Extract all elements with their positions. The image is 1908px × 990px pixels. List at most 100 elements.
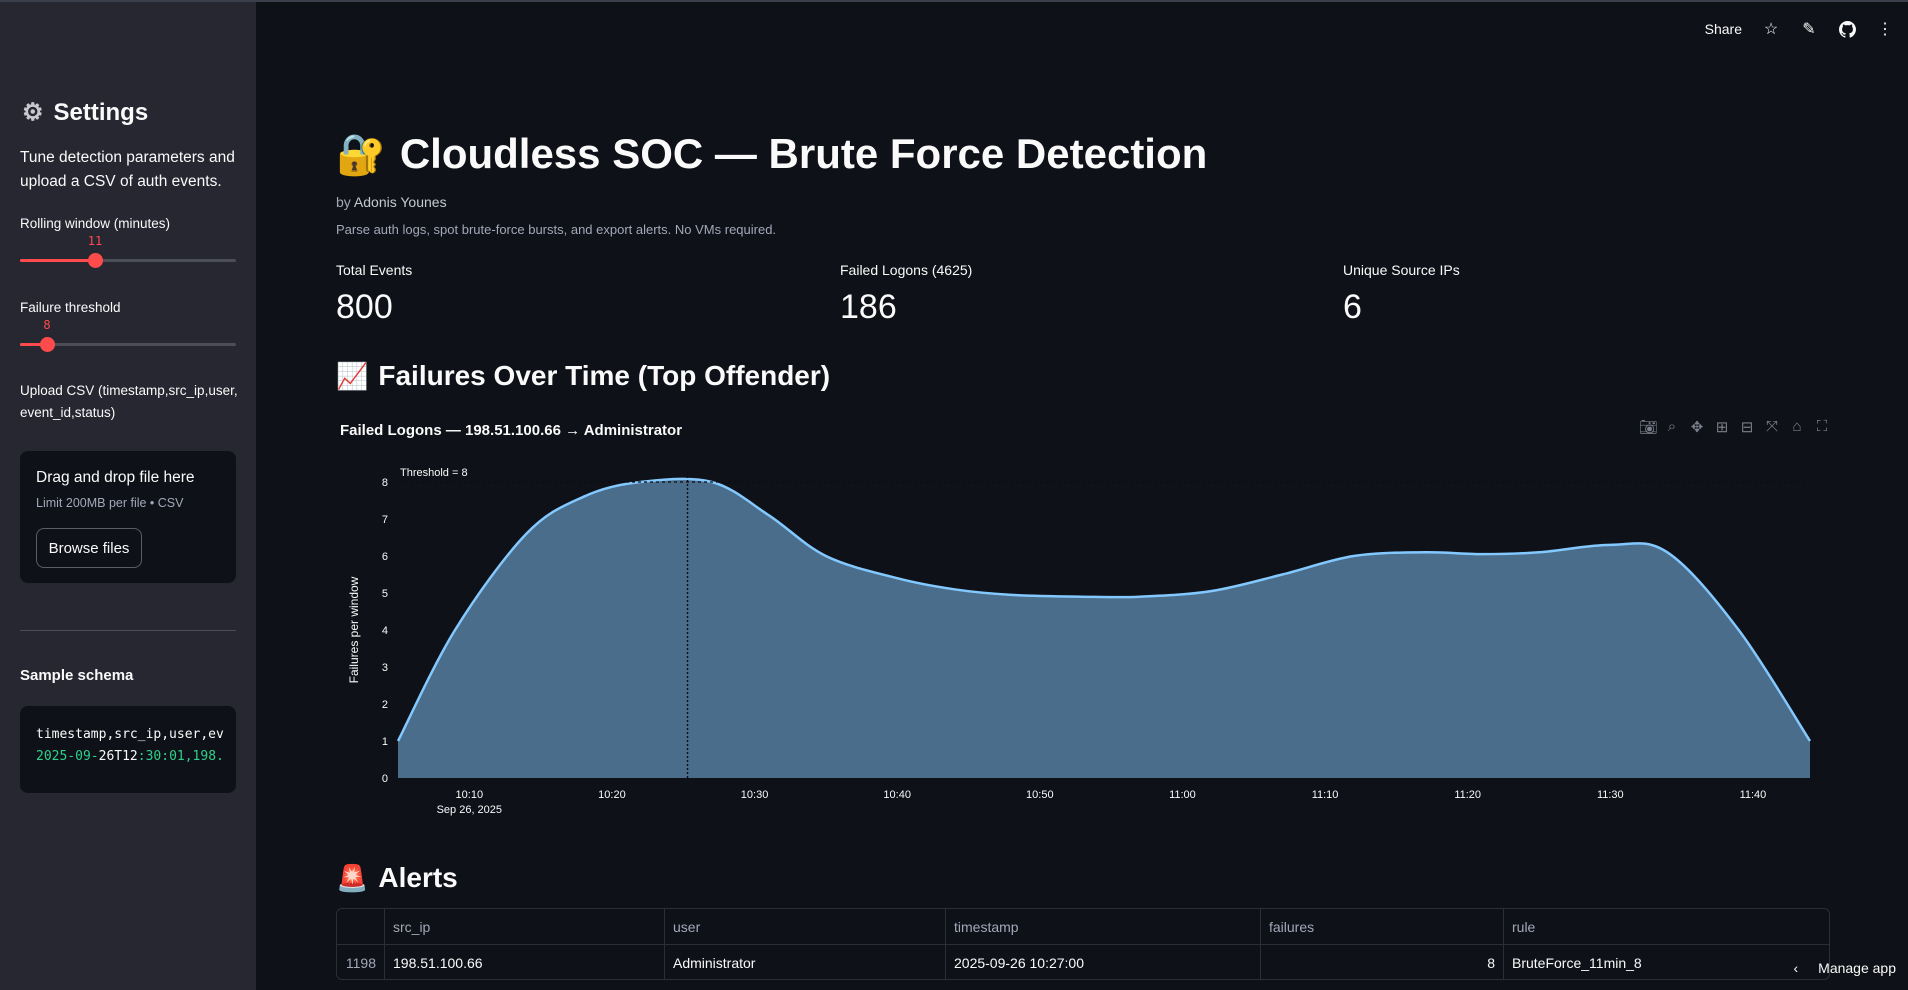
- star-icon[interactable]: ☆: [1763, 21, 1779, 38]
- rolling-window-label: Rolling window (minutes): [20, 216, 171, 231]
- column-header[interactable]: rule: [1512, 918, 1536, 935]
- manage-app[interactable]: ‹ Manage app: [1793, 960, 1896, 976]
- column-header[interactable]: src_ip: [385, 909, 665, 945]
- page-title: 🔐 Cloudless SOC — Brute Force Detection: [336, 130, 1207, 178]
- author-name: Adonis Younes: [353, 194, 447, 210]
- x-tick-label: 10:20: [598, 789, 626, 801]
- x-tick-label: 11:00: [1169, 789, 1196, 801]
- y-tick-label: 7: [382, 514, 388, 526]
- byline: by Adonis Younes: [336, 194, 447, 210]
- y-axis-label: Failures per window: [347, 576, 361, 683]
- x-tick-sublabel: Sep 26, 2025: [437, 804, 502, 816]
- x-tick-label: 10:40: [883, 789, 911, 801]
- y-tick-label: 8: [382, 477, 388, 489]
- section-failures-over-time: 📈 Failures Over Time (Top Offender): [336, 360, 830, 392]
- row-index: 1198: [337, 944, 385, 979]
- column-header[interactable]: timestamp: [946, 909, 1261, 945]
- y-tick-label: 5: [382, 588, 388, 600]
- column-header[interactable]: user: [665, 909, 946, 945]
- series-area: [398, 478, 1810, 778]
- slider-track: [20, 259, 236, 262]
- x-tick-label: 11:20: [1454, 789, 1481, 801]
- threshold-label: Threshold = 8: [400, 467, 468, 479]
- section-title: Alerts: [378, 862, 458, 893]
- gear-icon: ⚙: [22, 99, 44, 126]
- y-tick-label: 4: [382, 625, 388, 637]
- cell-rule[interactable]: BruteForce_11min_8: [1512, 954, 1642, 971]
- y-tick-label: 6: [382, 551, 388, 563]
- slider-value: 8: [43, 318, 51, 332]
- fullscreen-icon[interactable]: ⛶: [1816, 418, 1828, 435]
- section-title: Failures Over Time (Top Offender): [378, 360, 831, 391]
- more-menu-icon[interactable]: ⋮: [1877, 21, 1893, 38]
- cell-src-ip[interactable]: 198.51.100.66: [385, 944, 665, 979]
- dropzone-title: Drag and drop file here: [36, 469, 195, 486]
- sidebar: ⚙ Settings Tune detection parameters and…: [0, 2, 256, 990]
- y-tick-label: 2: [382, 699, 388, 711]
- chevron-left-icon[interactable]: ‹: [1793, 960, 1799, 976]
- x-tick-label: 10:10: [456, 789, 484, 801]
- cell-user[interactable]: Administrator: [665, 944, 946, 979]
- siren-icon: 🚨: [336, 862, 369, 893]
- failures-chart[interactable]: Failed Logons — 198.51.100.66 → Administ…: [336, 410, 1830, 830]
- sidebar-divider: [20, 630, 236, 631]
- sample-schema-code[interactable]: timestamp,src_ip,user,ev 2025-09-26T12:3…: [20, 706, 236, 793]
- alerts-table[interactable]: src_ip user timestamp failures rule 1198…: [336, 908, 1830, 980]
- sidebar-title: ⚙ Settings: [22, 98, 148, 127]
- autoscale-icon[interactable]: ⤧: [1765, 418, 1778, 435]
- failure-threshold-label: Failure threshold: [20, 300, 121, 315]
- zoom-in-icon[interactable]: ⊞: [1715, 419, 1729, 436]
- index-header: [337, 909, 385, 945]
- file-dropzone[interactable]: Drag and drop file here Limit 200MB per …: [20, 451, 236, 583]
- sidebar-description: Tune detection parameters and upload a C…: [20, 149, 235, 190]
- slider-thumb[interactable]: [88, 253, 103, 268]
- x-tick-label: 10:30: [741, 789, 769, 801]
- failure-threshold-slider[interactable]: 8: [20, 318, 236, 354]
- y-tick-label: 1: [382, 736, 388, 748]
- column-header[interactable]: failures: [1261, 909, 1504, 945]
- lock-key-icon: 🔐: [336, 132, 386, 177]
- manage-app-label[interactable]: Manage app: [1818, 960, 1896, 976]
- page-caption: Parse auth logs, spot brute-force bursts…: [336, 222, 777, 237]
- chart-modebar: 📷︎ ⌕ ✥ ⊞ ⊟ ⤧ ⌂ ⛶: [1639, 418, 1830, 436]
- chart-svg: 0 1 2 3 4 5 6 7 8 10:10 10:20 10:30 10:40 10:50 11:00 1…: [347, 467, 1812, 816]
- slider-fill: [20, 343, 47, 346]
- cell-failures[interactable]: 8: [1261, 944, 1504, 979]
- code-line-1: timestamp,src_ip,user,ev: [36, 727, 224, 742]
- section-alerts: 🚨 Alerts: [336, 862, 458, 894]
- chart-title: Failed Logons — 198.51.100.66 → Administ…: [340, 422, 683, 439]
- page-title-text: Cloudless SOC — Brute Force Detection: [399, 130, 1208, 177]
- cell-timestamp[interactable]: 2025-09-26 10:27:00: [946, 944, 1261, 979]
- x-tick-label: 11:10: [1312, 789, 1339, 801]
- table-header-row: src_ip user timestamp failures rule: [337, 909, 1829, 945]
- upload-label: Upload CSV (timestamp,src_ip,user,event_…: [20, 383, 238, 420]
- zoom-out-icon[interactable]: ⊟: [1740, 419, 1754, 436]
- dropzone-limit: Limit 200MB per file • CSV: [36, 496, 184, 510]
- share-button[interactable]: Share: [1704, 21, 1742, 37]
- x-tick-label: 11:40: [1740, 789, 1767, 801]
- camera-icon[interactable]: 📷︎: [1639, 419, 1659, 436]
- top-border: [0, 0, 1908, 2]
- sidebar-title-text: Settings: [53, 98, 149, 126]
- y-tick-label: 3: [382, 662, 388, 674]
- slider-fill: [20, 259, 95, 262]
- edit-pencil-icon[interactable]: ✎: [1802, 21, 1816, 38]
- rolling-window-slider[interactable]: 11: [20, 234, 236, 270]
- metric-failed-logons: Failed Logons (4625) 186: [840, 262, 973, 326]
- x-tick-label: 10:50: [1026, 789, 1054, 801]
- metric-total-events: Total Events 800: [336, 262, 413, 326]
- browse-files-button[interactable]: Browse files: [36, 528, 142, 568]
- slider-thumb[interactable]: [40, 337, 55, 352]
- x-tick-label: 11:30: [1597, 789, 1624, 801]
- zoom-icon[interactable]: ⌕: [1667, 418, 1677, 435]
- home-icon[interactable]: ⌂: [1792, 418, 1802, 435]
- code-line-2: 2025-09-26T12:30:01,198.: [36, 749, 224, 764]
- top-toolbar: Share ☆ ✎ ⋮: [1705, 20, 1894, 38]
- metric-unique-ips: Unique Source IPs 6: [1343, 262, 1460, 326]
- table-row[interactable]: 1198 198.51.100.66 Administrator 2025-09…: [337, 944, 1829, 979]
- series-line: [396, 477, 1812, 742]
- y-tick-label: 0: [382, 773, 388, 785]
- github-icon[interactable]: [1838, 20, 1856, 38]
- slider-track: [20, 343, 236, 346]
- pan-icon[interactable]: ✥: [1690, 419, 1704, 436]
